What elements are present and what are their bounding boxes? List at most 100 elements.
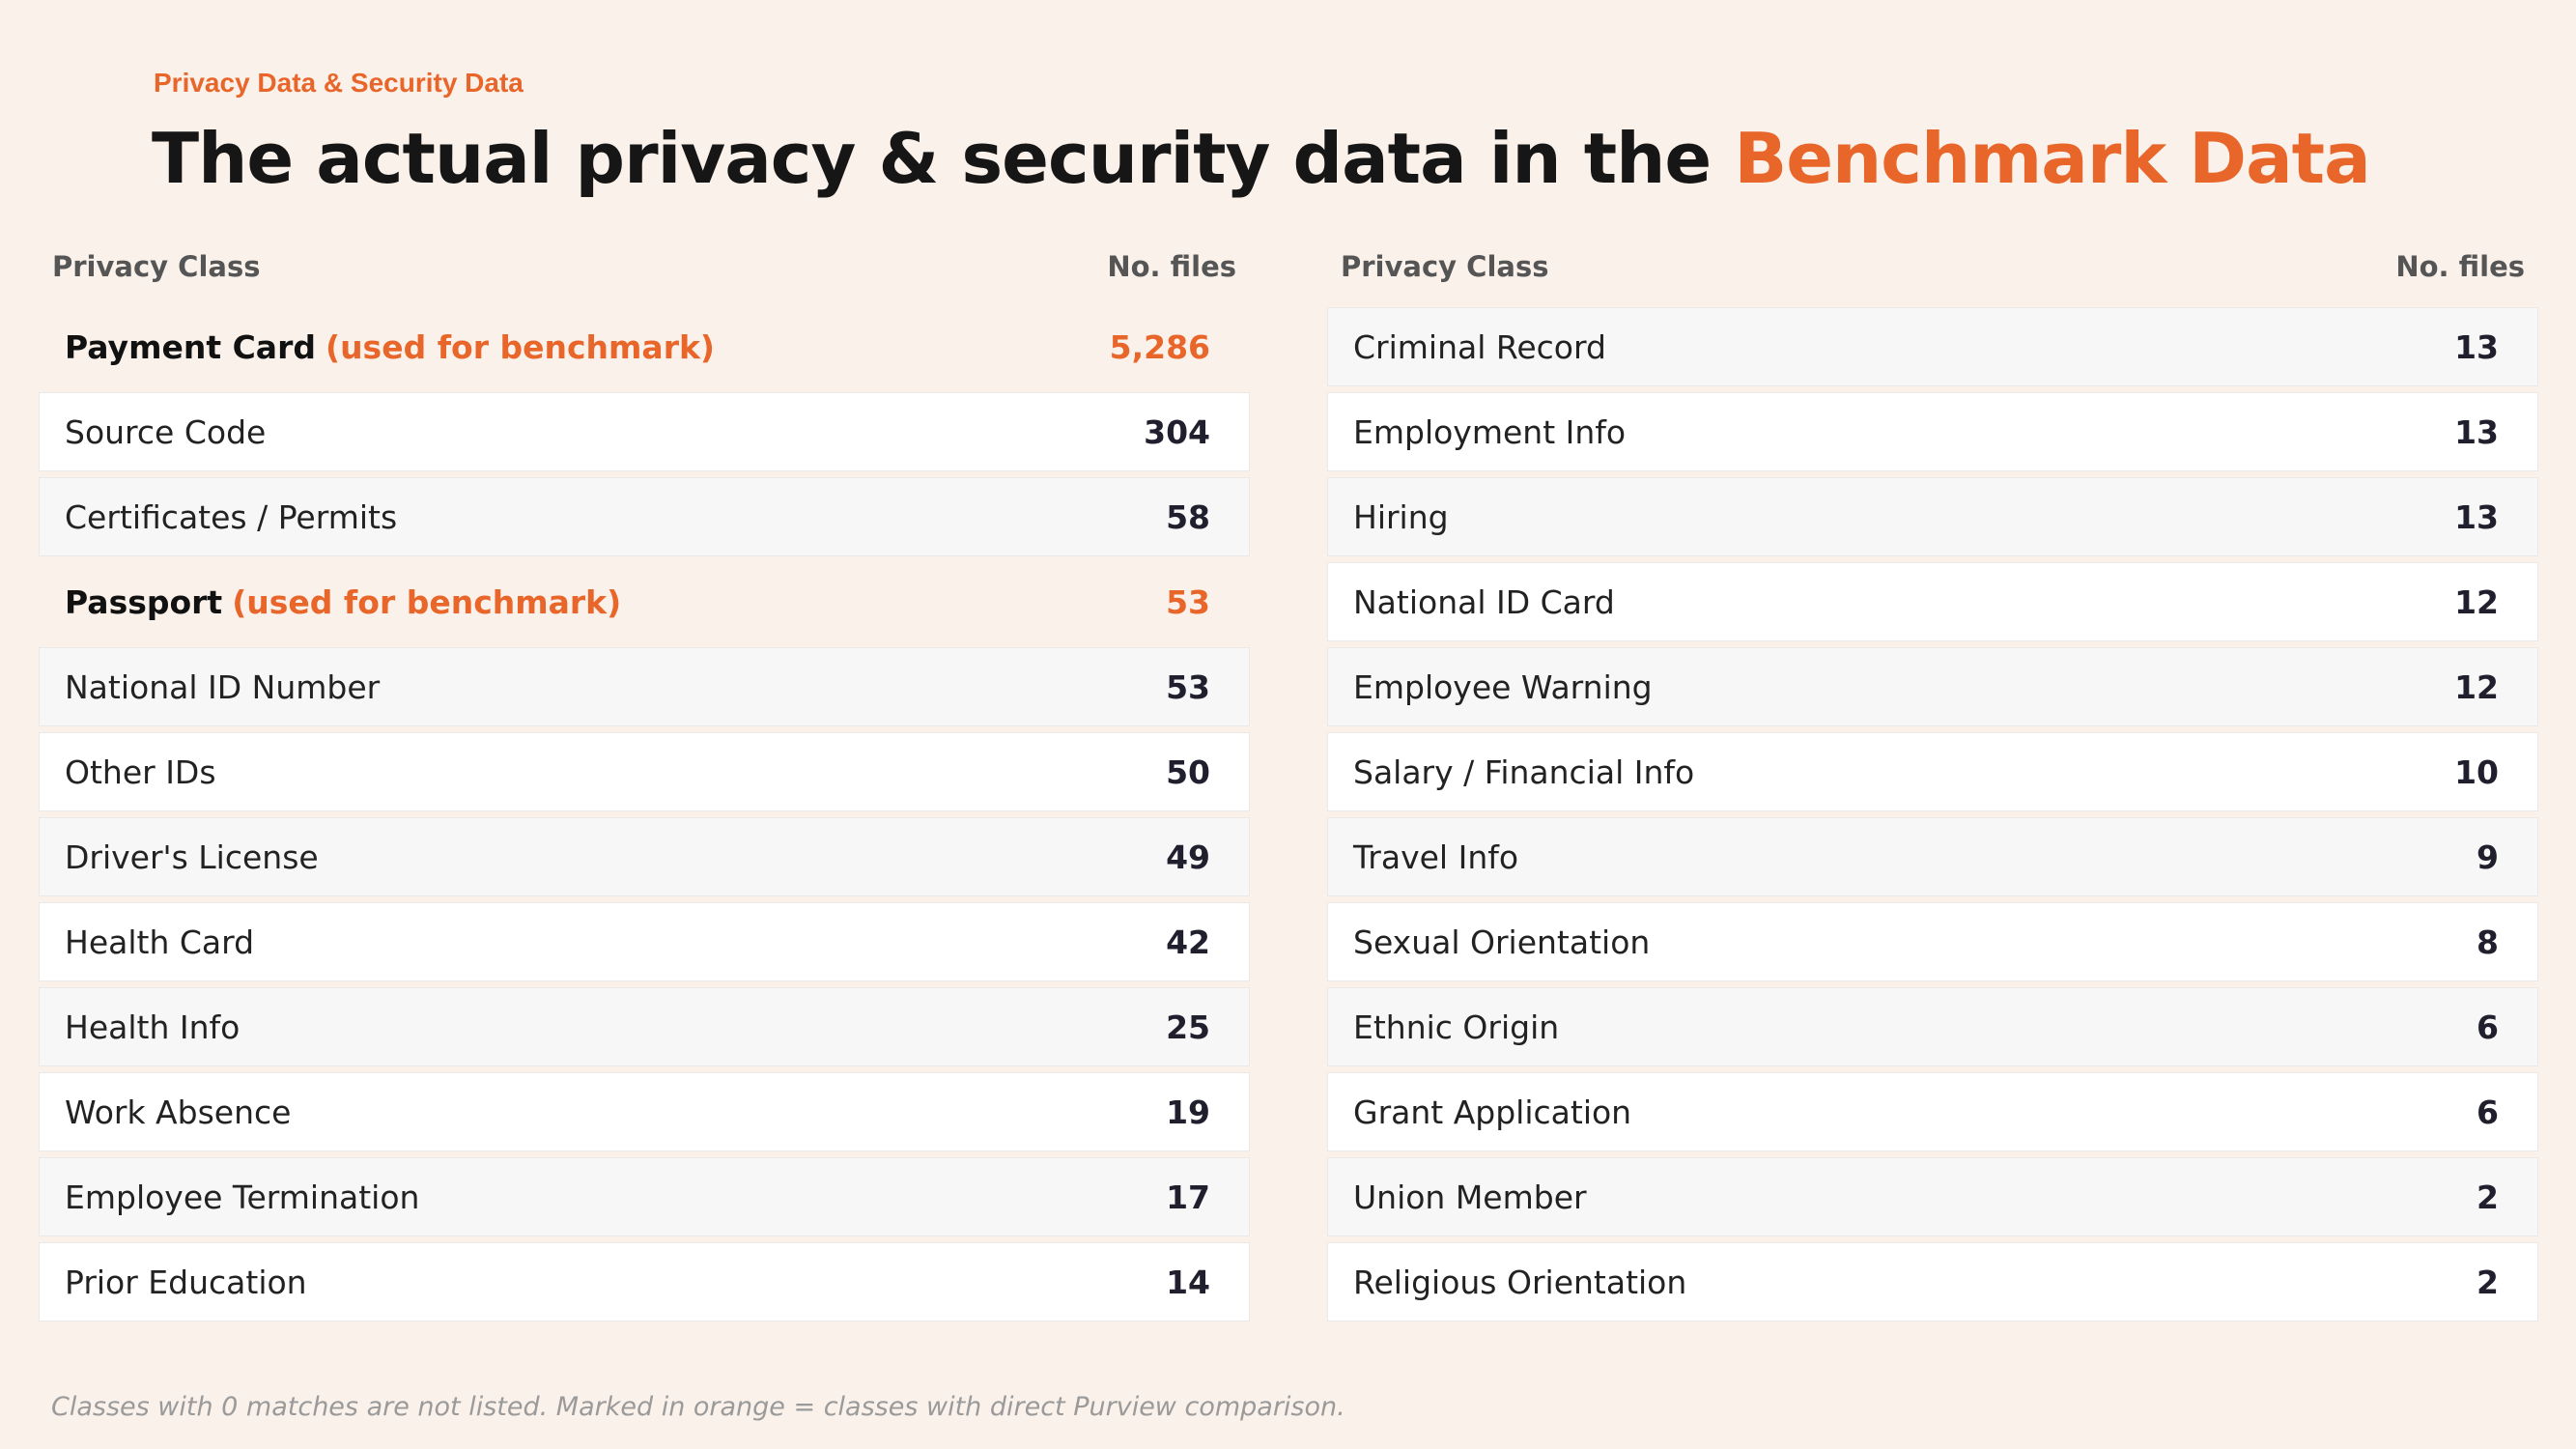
- file-count: 8: [2477, 923, 2499, 961]
- table-row: Hiring 13: [1327, 477, 2538, 556]
- column-header-privacy-class: Privacy Class: [1341, 250, 1549, 283]
- row-label: Union Member: [1353, 1179, 1587, 1216]
- file-count: 304: [1144, 412, 1210, 451]
- file-count: 2: [2477, 1263, 2499, 1301]
- row-label: Grant Application: [1353, 1094, 1631, 1131]
- privacy-class-name: Religious Orientation: [1353, 1263, 1687, 1301]
- file-count: 50: [1166, 753, 1210, 791]
- page-title-main: The actual privacy & security data in th…: [152, 118, 1735, 199]
- row-label: Employment Info: [1353, 413, 1626, 451]
- row-label: Passport (used for benchmark): [65, 583, 621, 621]
- table-row: Union Member 2: [1327, 1157, 2538, 1236]
- table-row: Source Code 304: [39, 392, 1250, 471]
- table-row: Payment Card (used for benchmark) 5,286: [39, 307, 1250, 386]
- privacy-class-name: Salary / Financial Info: [1353, 753, 1695, 791]
- row-label: Salary / Financial Info: [1353, 753, 1694, 791]
- file-count: 13: [2454, 497, 2499, 536]
- page-title-accent: Benchmark Data: [1734, 118, 2370, 199]
- file-count: 25: [1166, 1008, 1210, 1046]
- file-count: 14: [1166, 1263, 1210, 1301]
- row-label: Travel Info: [1353, 838, 1518, 876]
- table-row: Driver's License 49: [39, 817, 1250, 896]
- right-table-header: Privacy Class No. files: [1327, 242, 2538, 292]
- row-label: Work Absence: [65, 1094, 291, 1131]
- benchmark-note: (used for benchmark): [325, 327, 715, 366]
- privacy-class-name: Employee Termination: [65, 1178, 420, 1216]
- privacy-class-name: Work Absence: [65, 1093, 292, 1131]
- privacy-class-name: Passport: [65, 582, 223, 621]
- right-table: Privacy Class No. files Criminal Record 1…: [1327, 242, 2538, 1327]
- privacy-class-name: Sexual Orientation: [1353, 923, 1651, 961]
- file-count: 5,286: [1109, 327, 1210, 366]
- column-header-no-files: No. files: [2395, 250, 2525, 283]
- table-row: Health Card 42: [39, 902, 1250, 981]
- file-count: 19: [1166, 1093, 1210, 1131]
- table-row: Grant Application 6: [1327, 1072, 2538, 1151]
- row-label: Health Card: [65, 923, 254, 961]
- file-count: 42: [1166, 923, 1210, 961]
- row-label: Hiring: [1353, 498, 1449, 536]
- privacy-class-name: Employment Info: [1353, 412, 1627, 451]
- table-row: Other IDs 50: [39, 732, 1250, 811]
- privacy-class-name: Employee Warning: [1353, 668, 1653, 706]
- left-table: Privacy Class No. files Payment Card (use…: [39, 242, 1250, 1327]
- privacy-class-name: Certificates / Permits: [65, 497, 398, 536]
- file-count: 13: [2454, 327, 2499, 366]
- page-title: The actual privacy & security data in th…: [152, 118, 2371, 199]
- table-row: Religious Orientation 2: [1327, 1242, 2538, 1321]
- left-table-rows: Payment Card (used for benchmark) 5,286 Sou…: [39, 307, 1250, 1321]
- privacy-class-name: Payment Card: [65, 327, 316, 366]
- table-row: Employee Warning 12: [1327, 647, 2538, 726]
- row-label: Criminal Record: [1353, 328, 1606, 366]
- privacy-class-name: Ethnic Origin: [1353, 1008, 1560, 1046]
- row-label: Driver's License: [65, 838, 319, 876]
- file-count: 49: [1166, 838, 1210, 876]
- privacy-class-name: Source Code: [65, 412, 267, 451]
- table-row: Criminal Record 13: [1327, 307, 2538, 386]
- row-label: Ethnic Origin: [1353, 1009, 1559, 1046]
- table-row: Employee Termination 17: [39, 1157, 1250, 1236]
- column-header-no-files: No. files: [1107, 250, 1236, 283]
- row-label: Sexual Orientation: [1353, 923, 1650, 961]
- table-row: Certificates / Permits 58: [39, 477, 1250, 556]
- row-label: Source Code: [65, 413, 266, 451]
- privacy-class-name: Grant Application: [1353, 1093, 1632, 1131]
- table-row: Prior Education 14: [39, 1242, 1250, 1321]
- row-label: National ID Number: [65, 668, 380, 706]
- row-label: Prior Education: [65, 1264, 307, 1301]
- table-row: Travel Info 9: [1327, 817, 2538, 896]
- file-count: 2: [2477, 1178, 2499, 1216]
- privacy-class-name: Health Info: [65, 1008, 241, 1046]
- file-count: 13: [2454, 412, 2499, 451]
- row-label: Health Info: [65, 1009, 240, 1046]
- file-count: 6: [2477, 1093, 2499, 1131]
- row-label: Employee Termination: [65, 1179, 419, 1216]
- table-row: Ethnic Origin 6: [1327, 987, 2538, 1066]
- footnote: Classes with 0 matches are not listed. M…: [51, 1392, 1345, 1422]
- row-label: Religious Orientation: [1353, 1264, 1686, 1301]
- row-label: Payment Card (used for benchmark): [65, 328, 715, 366]
- privacy-class-name: Prior Education: [65, 1263, 307, 1301]
- benchmark-note: (used for benchmark): [232, 582, 622, 621]
- file-count: 53: [1166, 668, 1210, 706]
- privacy-class-name: National ID Number: [65, 668, 381, 706]
- privacy-class-name: National ID Card: [1353, 582, 1615, 621]
- privacy-class-name: Driver's License: [65, 838, 319, 876]
- table-row: National ID Card 12: [1327, 562, 2538, 641]
- privacy-class-name: Union Member: [1353, 1178, 1587, 1216]
- left-table-header: Privacy Class No. files: [39, 242, 1250, 292]
- table-row: Health Info 25: [39, 987, 1250, 1066]
- privacy-class-name: Other IDs: [65, 753, 216, 791]
- table-row: Sexual Orientation 8: [1327, 902, 2538, 981]
- eyebrow-label: Privacy Data & Security Data: [154, 68, 524, 98]
- file-count: 53: [1166, 582, 1210, 621]
- right-table-rows: Criminal Record 13 Employment Info 13 Hiring…: [1327, 307, 2538, 1321]
- table-row: Work Absence 19: [39, 1072, 1250, 1151]
- table-row: Passport (used for benchmark) 53: [39, 562, 1250, 641]
- row-label: Other IDs: [65, 753, 216, 791]
- privacy-class-name: Travel Info: [1353, 838, 1519, 876]
- row-label: Employee Warning: [1353, 668, 1653, 706]
- file-count: 6: [2477, 1008, 2499, 1046]
- file-count: 9: [2477, 838, 2499, 876]
- file-count: 17: [1166, 1178, 1210, 1216]
